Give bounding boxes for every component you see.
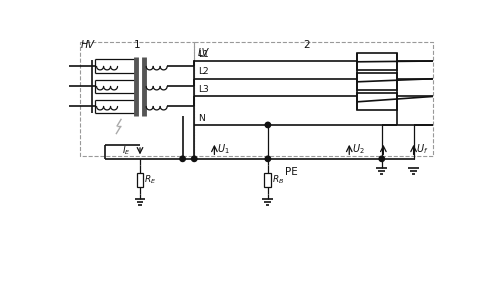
Bar	[357, 73, 398, 90]
Circle shape	[265, 122, 270, 128]
Text: $U_2$: $U_2$	[352, 143, 364, 156]
Bar	[194, 42, 433, 156]
Text: $U_f$: $U_f$	[416, 143, 428, 156]
Text: $U_1$: $U_1$	[216, 143, 230, 156]
Text: LV: LV	[198, 48, 208, 58]
Bar	[136, 173, 143, 187]
Bar	[80, 42, 194, 156]
Text: 2: 2	[304, 40, 310, 50]
Text: $I_E$: $I_E$	[122, 145, 130, 157]
Text: $R_B$: $R_B$	[272, 173, 284, 186]
Text: $R_E$: $R_E$	[144, 173, 156, 186]
Text: L1: L1	[198, 50, 209, 59]
Text: L2: L2	[198, 67, 209, 76]
Text: PE: PE	[285, 166, 298, 177]
Circle shape	[265, 156, 270, 162]
Bar	[264, 173, 272, 187]
Bar	[357, 53, 398, 70]
Circle shape	[180, 156, 186, 162]
Text: N: N	[198, 114, 205, 123]
Circle shape	[192, 156, 197, 162]
Text: L3: L3	[198, 85, 209, 94]
Text: HV: HV	[81, 40, 95, 50]
Circle shape	[379, 156, 384, 162]
Bar	[357, 93, 398, 110]
Text: 1: 1	[134, 40, 140, 50]
